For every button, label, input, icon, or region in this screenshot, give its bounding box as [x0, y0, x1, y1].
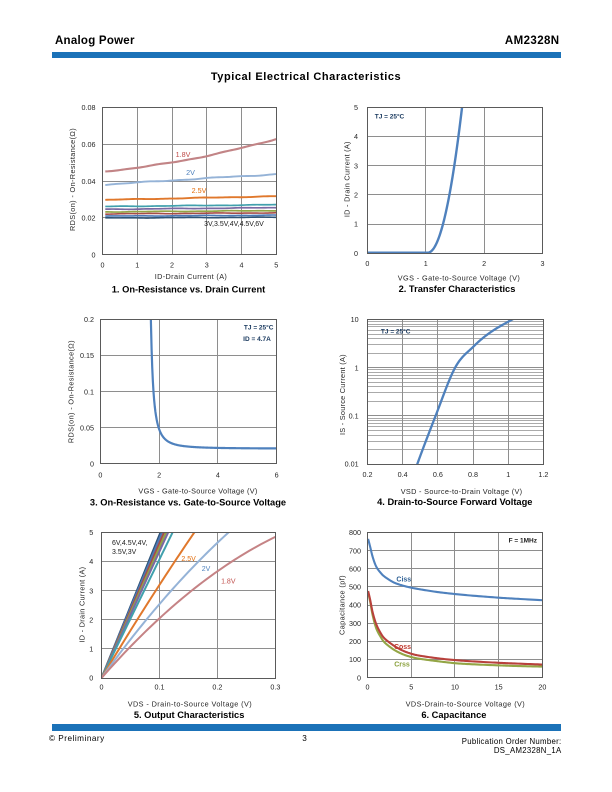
svg-text:0.2: 0.2: [212, 683, 222, 692]
svg-text:0.4: 0.4: [398, 470, 408, 479]
svg-text:1: 1: [354, 220, 358, 229]
svg-text:4: 4: [216, 471, 220, 480]
svg-text:1.8V: 1.8V: [176, 150, 191, 159]
svg-text:3: 3: [89, 586, 93, 595]
svg-text:VSD - Source-to-Drain Voltage: VSD - Source-to-Drain Voltage (V): [401, 487, 523, 496]
svg-text:0.06: 0.06: [82, 140, 96, 149]
svg-text:0: 0: [90, 459, 94, 468]
svg-text:3: 3: [354, 161, 358, 170]
svg-text:TJ = 25°C: TJ = 25°C: [375, 112, 405, 120]
svg-text:0.3: 0.3: [270, 683, 280, 692]
svg-text:TJ = 25°C: TJ = 25°C: [381, 327, 411, 335]
svg-text:0.05: 0.05: [80, 423, 94, 432]
svg-text:0: 0: [354, 249, 358, 258]
svg-text:F = 1MHz: F = 1MHz: [509, 538, 538, 545]
svg-text:0.08: 0.08: [82, 103, 96, 112]
svg-text:2V: 2V: [202, 566, 211, 573]
svg-text:VDS-Drain-to-Source Voltage (V: VDS-Drain-to-Source Voltage (V): [406, 700, 525, 709]
svg-text:1: 1: [506, 470, 510, 479]
svg-text:800: 800: [349, 528, 361, 537]
svg-text:600: 600: [349, 564, 361, 573]
svg-text:0.1: 0.1: [349, 412, 359, 421]
svg-text:200: 200: [349, 637, 361, 646]
svg-text:5. Output Characteristics: 5. Output Characteristics: [134, 710, 245, 720]
svg-text:Coss: Coss: [394, 644, 411, 651]
svg-text:0: 0: [92, 250, 96, 259]
svg-text:VGS - Gate-to-Source Voltage (: VGS - Gate-to-Source Voltage (V): [138, 486, 257, 495]
svg-text:0.1: 0.1: [84, 387, 94, 396]
svg-text:2: 2: [354, 191, 358, 200]
svg-text:IS - Source Current (A): IS - Source Current (A): [338, 354, 347, 435]
svg-text:400: 400: [349, 601, 361, 610]
svg-text:0: 0: [357, 673, 361, 682]
svg-text:0: 0: [98, 471, 102, 480]
svg-text:ID - Drain Current (A): ID - Drain Current (A): [78, 567, 87, 643]
svg-text:2.5V: 2.5V: [192, 186, 207, 195]
svg-text:Capacitance (pf): Capacitance (pf): [338, 575, 347, 635]
svg-text:0.8: 0.8: [468, 470, 478, 479]
svg-text:20: 20: [538, 683, 546, 692]
svg-text:3V,3.5V,4V,4.5V,6V: 3V,3.5V,4V,4.5V,6V: [204, 221, 264, 228]
svg-text:1. On-Resistance vs. Drain Cur: 1. On-Resistance vs. Drain Current: [112, 285, 265, 295]
svg-text:2: 2: [170, 261, 174, 270]
svg-text:4: 4: [354, 132, 358, 141]
svg-text:5: 5: [354, 103, 358, 112]
svg-text:5: 5: [274, 261, 278, 270]
svg-text:10: 10: [451, 683, 459, 692]
svg-text:4: 4: [240, 261, 244, 270]
svg-text:700: 700: [349, 546, 361, 555]
svg-text:Ciss: Ciss: [396, 576, 411, 583]
svg-text:0: 0: [89, 674, 93, 683]
svg-text:2: 2: [89, 615, 93, 624]
svg-text:3. On-Resistance vs. Gate-to-S: 3. On-Resistance vs. Gate-to-Source Volt…: [90, 497, 286, 507]
svg-text:6. Capacitance: 6. Capacitance: [421, 710, 486, 720]
svg-text:TJ = 25°C: TJ = 25°C: [244, 323, 274, 331]
svg-text:VDS - Drain-to-Source Voltage: VDS - Drain-to-Source Voltage (V): [128, 700, 252, 709]
svg-text:RDS(on) - On-Resistance(Ω): RDS(on) - On-Resistance(Ω): [68, 128, 77, 231]
svg-text:5: 5: [409, 683, 413, 692]
svg-text:0.2: 0.2: [363, 470, 373, 479]
svg-text:0.04: 0.04: [82, 177, 96, 186]
svg-text:2. Transfer Characteristics: 2. Transfer Characteristics: [399, 284, 516, 294]
svg-text:0: 0: [365, 259, 369, 268]
svg-text:15: 15: [495, 683, 503, 692]
svg-text:6: 6: [275, 471, 279, 480]
svg-text:0: 0: [366, 683, 370, 692]
svg-text:6V,4.5V,4V,: 6V,4.5V,4V,: [112, 540, 147, 547]
svg-text:Crss: Crss: [394, 661, 410, 668]
svg-text:1.2: 1.2: [538, 470, 548, 479]
svg-text:VGS - Gate-to-Source Voltage (: VGS - Gate-to-Source Voltage (V): [398, 274, 520, 283]
svg-text:ID = 4.7A: ID = 4.7A: [243, 336, 271, 343]
svg-text:0.2: 0.2: [84, 315, 94, 324]
svg-text:1: 1: [135, 261, 139, 270]
svg-text:2V: 2V: [186, 168, 195, 177]
svg-text:0: 0: [101, 261, 105, 270]
svg-text:1: 1: [355, 363, 359, 372]
svg-text:500: 500: [349, 583, 361, 592]
svg-text:0: 0: [100, 683, 104, 692]
svg-text:0.01: 0.01: [345, 460, 359, 469]
svg-text:4: 4: [89, 557, 93, 566]
svg-text:2: 2: [482, 259, 486, 268]
svg-text:3: 3: [205, 261, 209, 270]
svg-text:100: 100: [349, 655, 361, 664]
svg-text:4. Drain-to-Source Forward Vol: 4. Drain-to-Source Forward Voltage: [377, 497, 532, 507]
svg-text:300: 300: [349, 619, 361, 628]
svg-text:0.6: 0.6: [433, 470, 443, 479]
svg-text:2: 2: [157, 471, 161, 480]
svg-text:3.5V,3V: 3.5V,3V: [112, 549, 137, 556]
svg-text:1.8V: 1.8V: [221, 579, 236, 586]
svg-text:2.5V: 2.5V: [181, 556, 196, 563]
svg-text:1: 1: [424, 259, 428, 268]
svg-text:ID - Drain Current (A): ID - Drain Current (A): [343, 141, 352, 217]
svg-text:0.15: 0.15: [80, 351, 94, 360]
svg-text:RDS(on) - On-Resistance(Ω): RDS(on) - On-Resistance(Ω): [67, 340, 76, 443]
svg-text:0.02: 0.02: [82, 214, 96, 223]
svg-text:10: 10: [351, 315, 359, 324]
svg-text:3: 3: [541, 259, 545, 268]
svg-text:ID-Drain Current (A): ID-Drain Current (A): [155, 272, 227, 281]
svg-text:5: 5: [89, 528, 93, 537]
svg-text:1: 1: [89, 645, 93, 654]
svg-text:0.1: 0.1: [154, 683, 164, 692]
